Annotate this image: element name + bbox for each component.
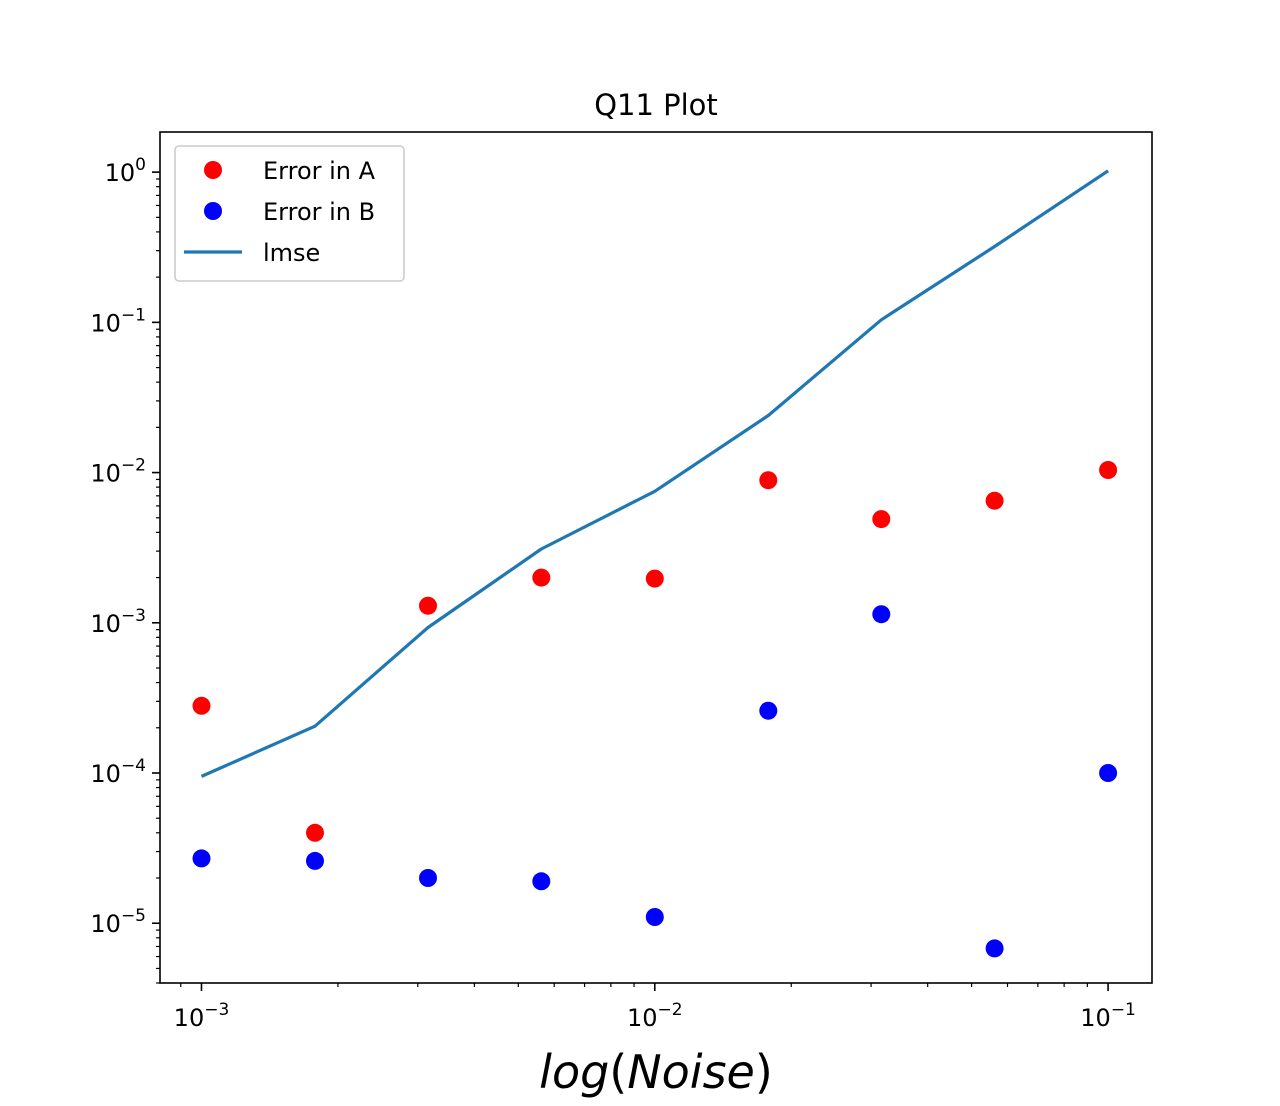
legend-item: Error in A xyxy=(204,157,376,185)
y-tick-exponent: 0 xyxy=(135,155,146,175)
plot-frame xyxy=(159,131,1153,984)
x-tick-exponent: −3 xyxy=(204,1000,229,1020)
series-layer xyxy=(192,169,1118,958)
x-tick-base: 10 xyxy=(627,1004,658,1032)
x-axis-label: log(Noise) xyxy=(539,1045,773,1099)
data-point xyxy=(872,510,891,529)
data-point xyxy=(1099,461,1118,479)
x-tick-exponent: −1 xyxy=(1111,1000,1136,1020)
y-tick-exponent: −5 xyxy=(121,906,146,926)
data-point xyxy=(1099,764,1118,782)
data-point xyxy=(985,491,1004,510)
data-point xyxy=(419,869,437,887)
data-point xyxy=(532,568,551,587)
data-point xyxy=(192,849,211,868)
legend-label: Error in B xyxy=(263,198,375,226)
data-point xyxy=(985,939,1004,958)
data-point xyxy=(872,605,891,624)
legend-item: Error in B xyxy=(204,198,375,226)
data-point xyxy=(759,471,778,490)
legend-marker xyxy=(204,161,222,179)
data-point xyxy=(532,872,551,891)
series-line-lmse xyxy=(200,169,1109,778)
y-tick-exponent: −4 xyxy=(121,756,146,776)
y-tick-base: 10 xyxy=(90,460,121,488)
y-tick-exponent: −3 xyxy=(121,606,146,626)
y-tick-base: 10 xyxy=(90,610,121,638)
x-tick-exponent: −2 xyxy=(658,1000,683,1020)
data-point xyxy=(759,701,778,720)
data-point xyxy=(645,569,664,588)
chart-title: Q11 Plot xyxy=(594,88,718,122)
y-tick-base: 10 xyxy=(90,309,121,337)
y-tick-label: 10−2 xyxy=(90,456,146,488)
legend-box xyxy=(174,145,405,282)
x-tick-base: 10 xyxy=(1080,1004,1111,1032)
legend: Error in A Error in B lmse xyxy=(174,145,405,282)
y-tick-base: 10 xyxy=(90,760,121,788)
data-point xyxy=(306,823,324,842)
y-tick-exponent: −2 xyxy=(121,456,146,476)
x-axis: 10−3 10−2 10−1 xyxy=(174,983,1136,1032)
x-tick-label: 10−1 xyxy=(1080,1000,1136,1032)
data-point xyxy=(645,908,664,926)
y-tick-label: 10−5 xyxy=(90,906,146,938)
y-tick-label: 10−3 xyxy=(90,606,146,638)
y-tick-base: 10 xyxy=(105,159,136,187)
y-tick-base: 10 xyxy=(90,910,121,938)
x-tick-base: 10 xyxy=(174,1004,205,1032)
legend-label: Error in A xyxy=(263,157,376,185)
legend-label: lmse xyxy=(263,239,320,267)
y-tick-label: 100 xyxy=(105,155,146,187)
x-tick-label: 10−2 xyxy=(627,1000,683,1032)
y-tick-label: 10−4 xyxy=(90,756,146,788)
legend-marker xyxy=(204,202,222,220)
y-tick-exponent: −1 xyxy=(121,305,146,325)
data-point xyxy=(306,851,324,870)
y-tick-label: 10−1 xyxy=(90,305,146,337)
data-point xyxy=(192,696,211,715)
x-tick-label: 10−3 xyxy=(174,1000,230,1032)
data-point xyxy=(419,596,437,615)
legend-item: lmse xyxy=(184,239,320,267)
